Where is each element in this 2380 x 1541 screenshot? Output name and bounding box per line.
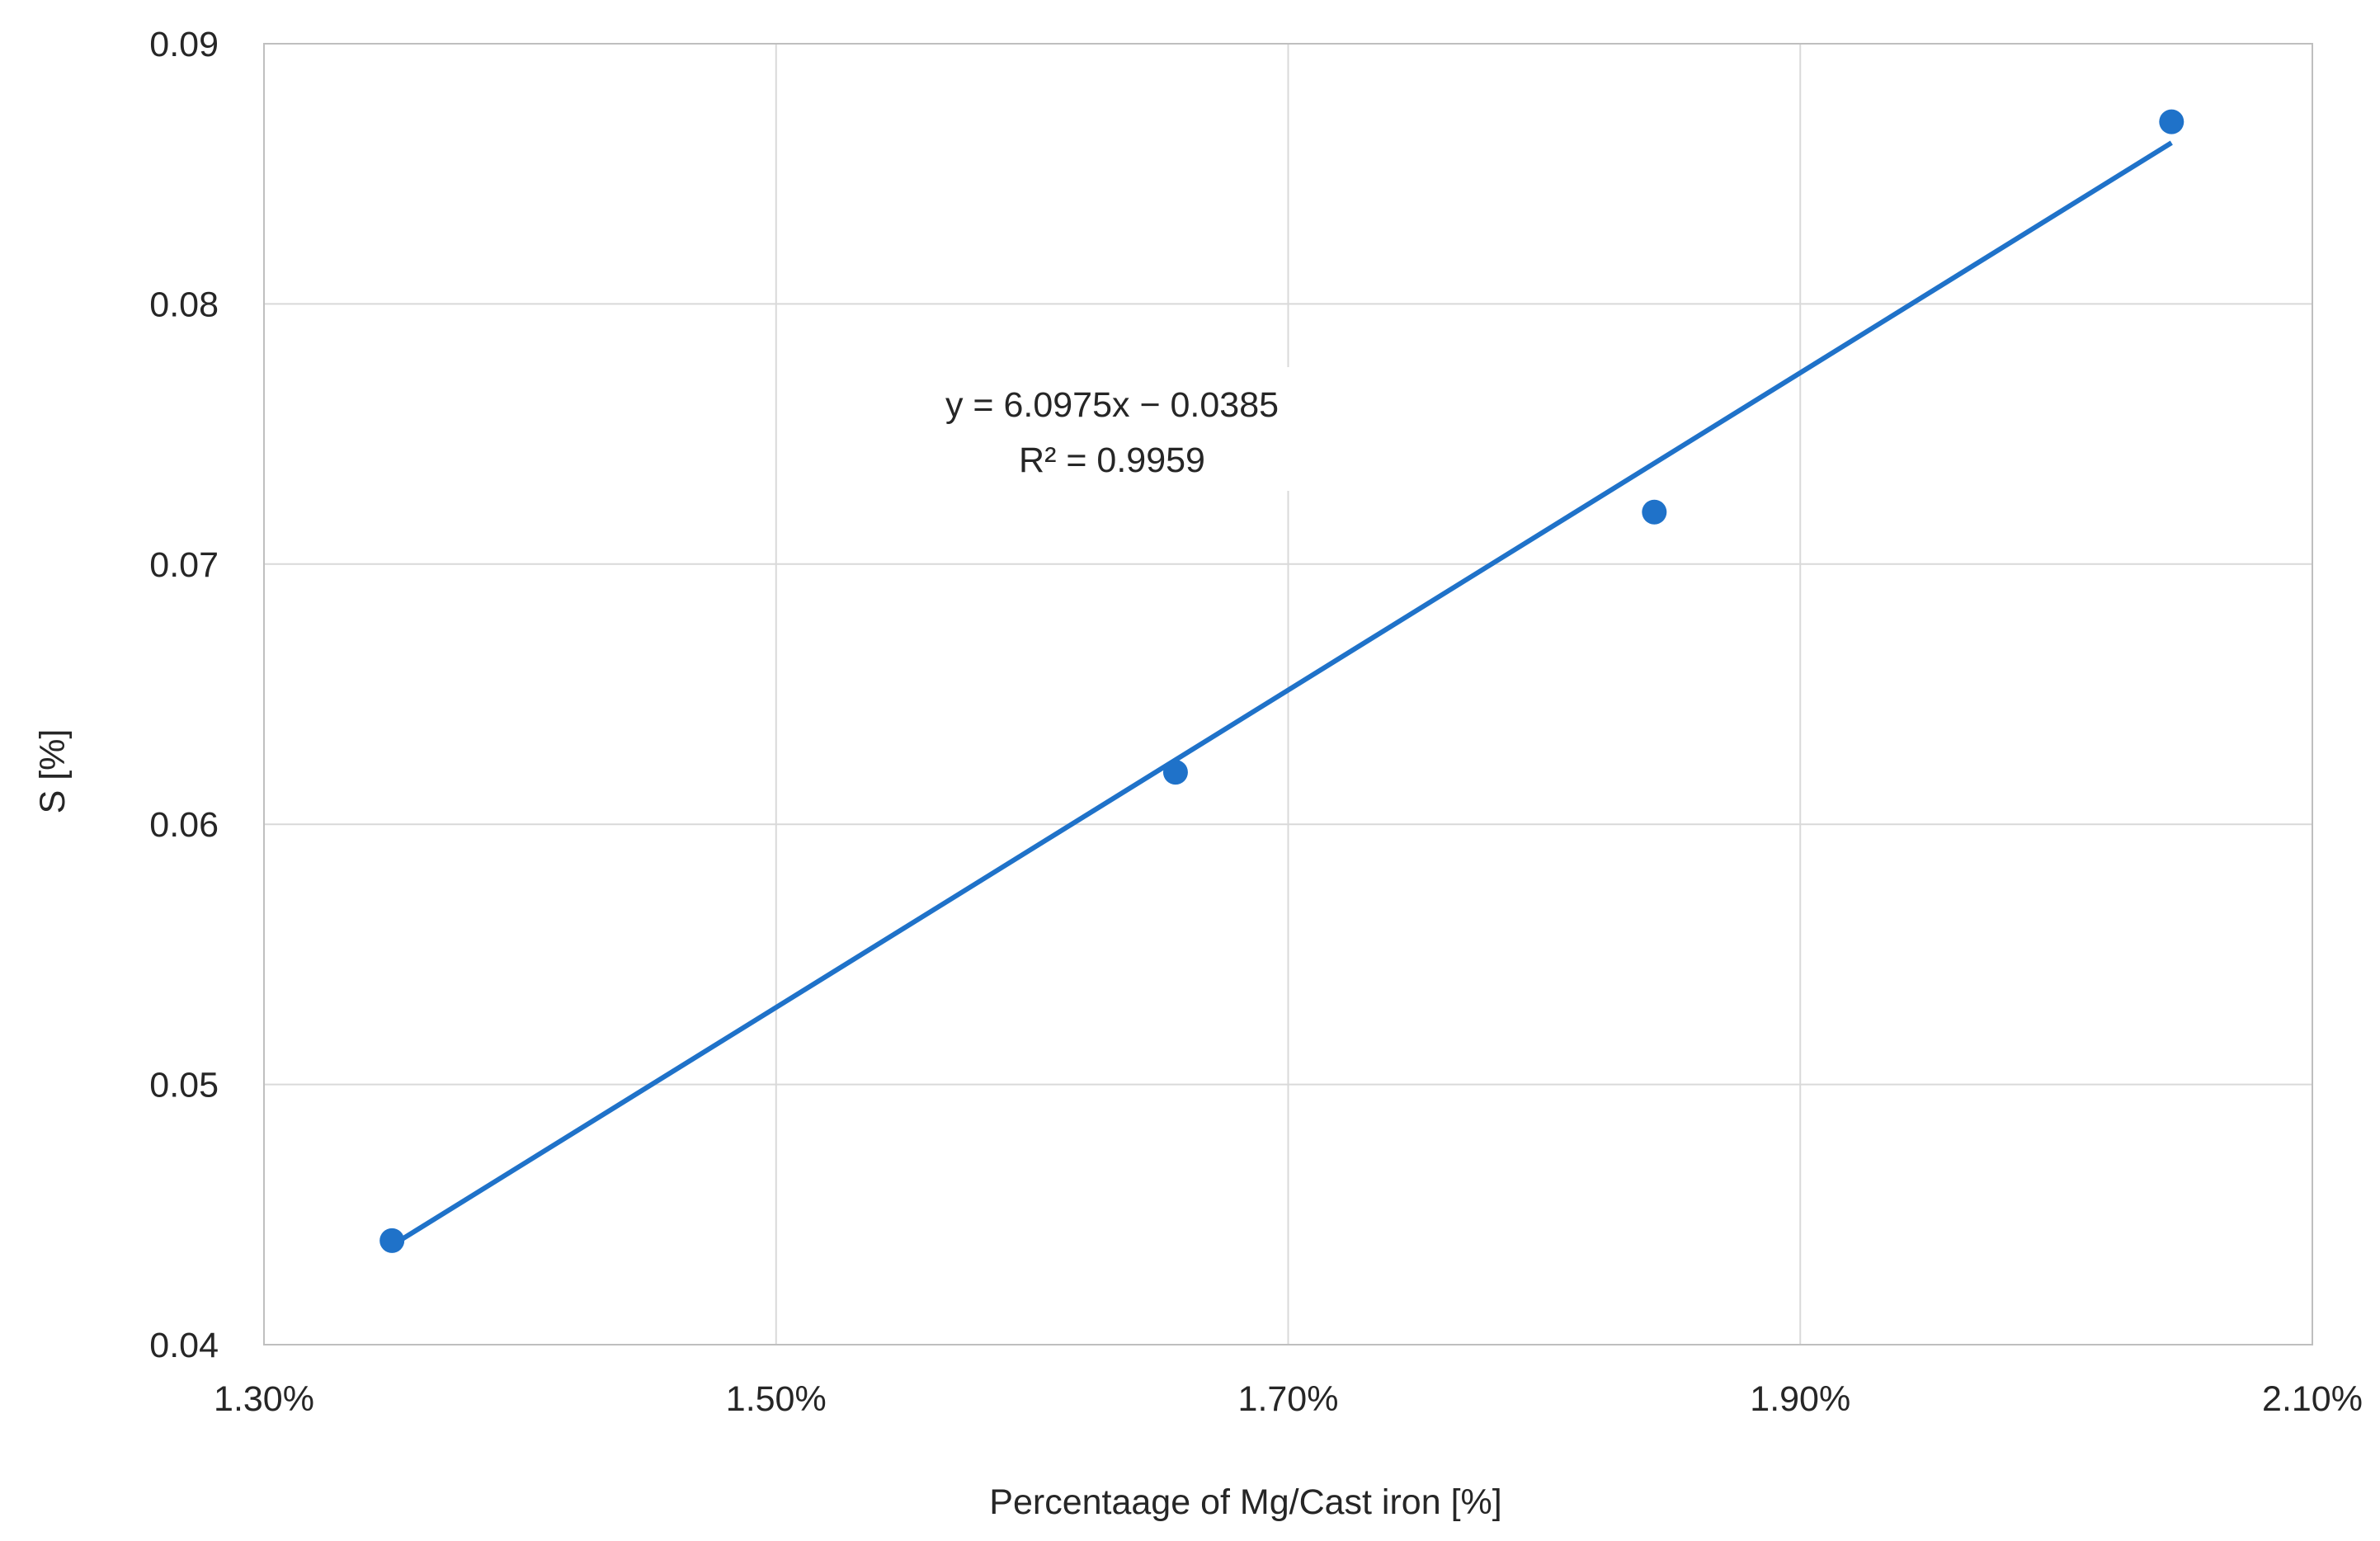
y-tick-label: 0.08 <box>149 285 219 324</box>
x-axis-title: Percentaage of Mg/Cast iron [%] <box>989 1482 1501 1522</box>
x-tick-label: 1.50% <box>726 1379 827 1419</box>
data-point <box>1642 499 1667 525</box>
trendline-label: y = 6.0975x − 0.0385 R² = 0.9959 <box>891 367 1332 491</box>
x-tick-labels: 1.30% 1.50% 1.70% 1.90% 2.10% <box>214 1379 2363 1419</box>
y-tick-label: 0.09 <box>149 25 219 64</box>
x-tick-label: 2.10% <box>2262 1379 2363 1419</box>
y-tick-label: 0.06 <box>149 805 219 845</box>
trendline <box>390 140 2173 1248</box>
grid <box>263 43 2313 1345</box>
plot-area-border <box>263 43 2313 1345</box>
trendline-label-background <box>891 367 1332 491</box>
y-tick-label: 0.05 <box>149 1066 219 1105</box>
y-axis-title: S [%] <box>33 729 73 814</box>
data-point <box>1162 760 1188 785</box>
x-tick-label: 1.90% <box>1750 1379 1850 1419</box>
data-point <box>2159 109 2184 134</box>
trendline-equation: y = 6.0975x − 0.0385 <box>945 385 1279 425</box>
data-point <box>379 1228 405 1253</box>
trendline-r-squared: R² = 0.9959 <box>1019 441 1205 480</box>
y-tick-label: 0.07 <box>149 545 219 585</box>
x-tick-label: 1.70% <box>1238 1379 1339 1419</box>
y-tick-label: 0.04 <box>149 1326 219 1365</box>
y-tick-labels: 0.04 0.05 0.06 0.07 0.08 0.09 <box>149 25 219 1365</box>
x-tick-label: 1.30% <box>214 1379 314 1419</box>
data-series <box>379 109 2184 1253</box>
